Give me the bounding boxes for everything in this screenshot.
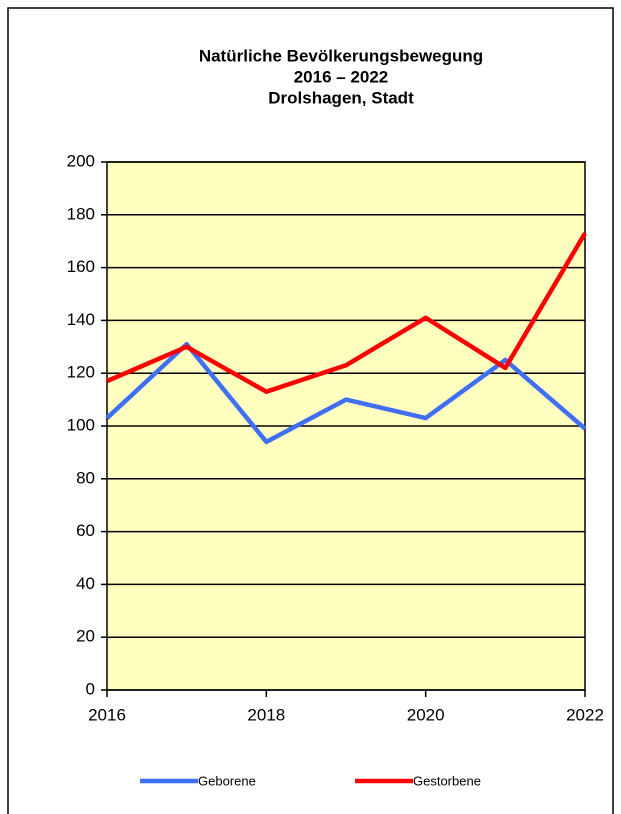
series-line xyxy=(105,341,587,445)
legend-label: Geborene xyxy=(198,773,256,788)
legend-label: Gestorbene xyxy=(413,773,481,788)
y-tick-label: 40 xyxy=(76,574,95,593)
x-tick-label: 2020 xyxy=(407,705,445,724)
chart-title: Natürliche Bevölkerungsbewegung xyxy=(199,46,483,65)
y-tick-label: 60 xyxy=(76,521,95,540)
chart-title: Drolshagen, Stadt xyxy=(268,88,414,107)
y-tick-label: 0 xyxy=(86,679,95,698)
y-tick-label: 80 xyxy=(76,468,95,487)
chart-title: 2016 – 2022 xyxy=(294,67,389,86)
y-tick-label: 20 xyxy=(76,627,95,646)
y-tick-label: 180 xyxy=(67,204,95,223)
y-tick-label: 200 xyxy=(67,151,95,170)
x-tick-label: 2016 xyxy=(88,705,126,724)
series-line xyxy=(106,232,587,394)
y-tick-label: 100 xyxy=(67,415,95,434)
y-tick-label: 120 xyxy=(67,363,95,382)
x-tick-label: 2018 xyxy=(247,705,285,724)
y-tick-label: 140 xyxy=(67,310,95,329)
x-tick-label: 2022 xyxy=(566,705,604,724)
y-tick-label: 160 xyxy=(67,257,95,276)
